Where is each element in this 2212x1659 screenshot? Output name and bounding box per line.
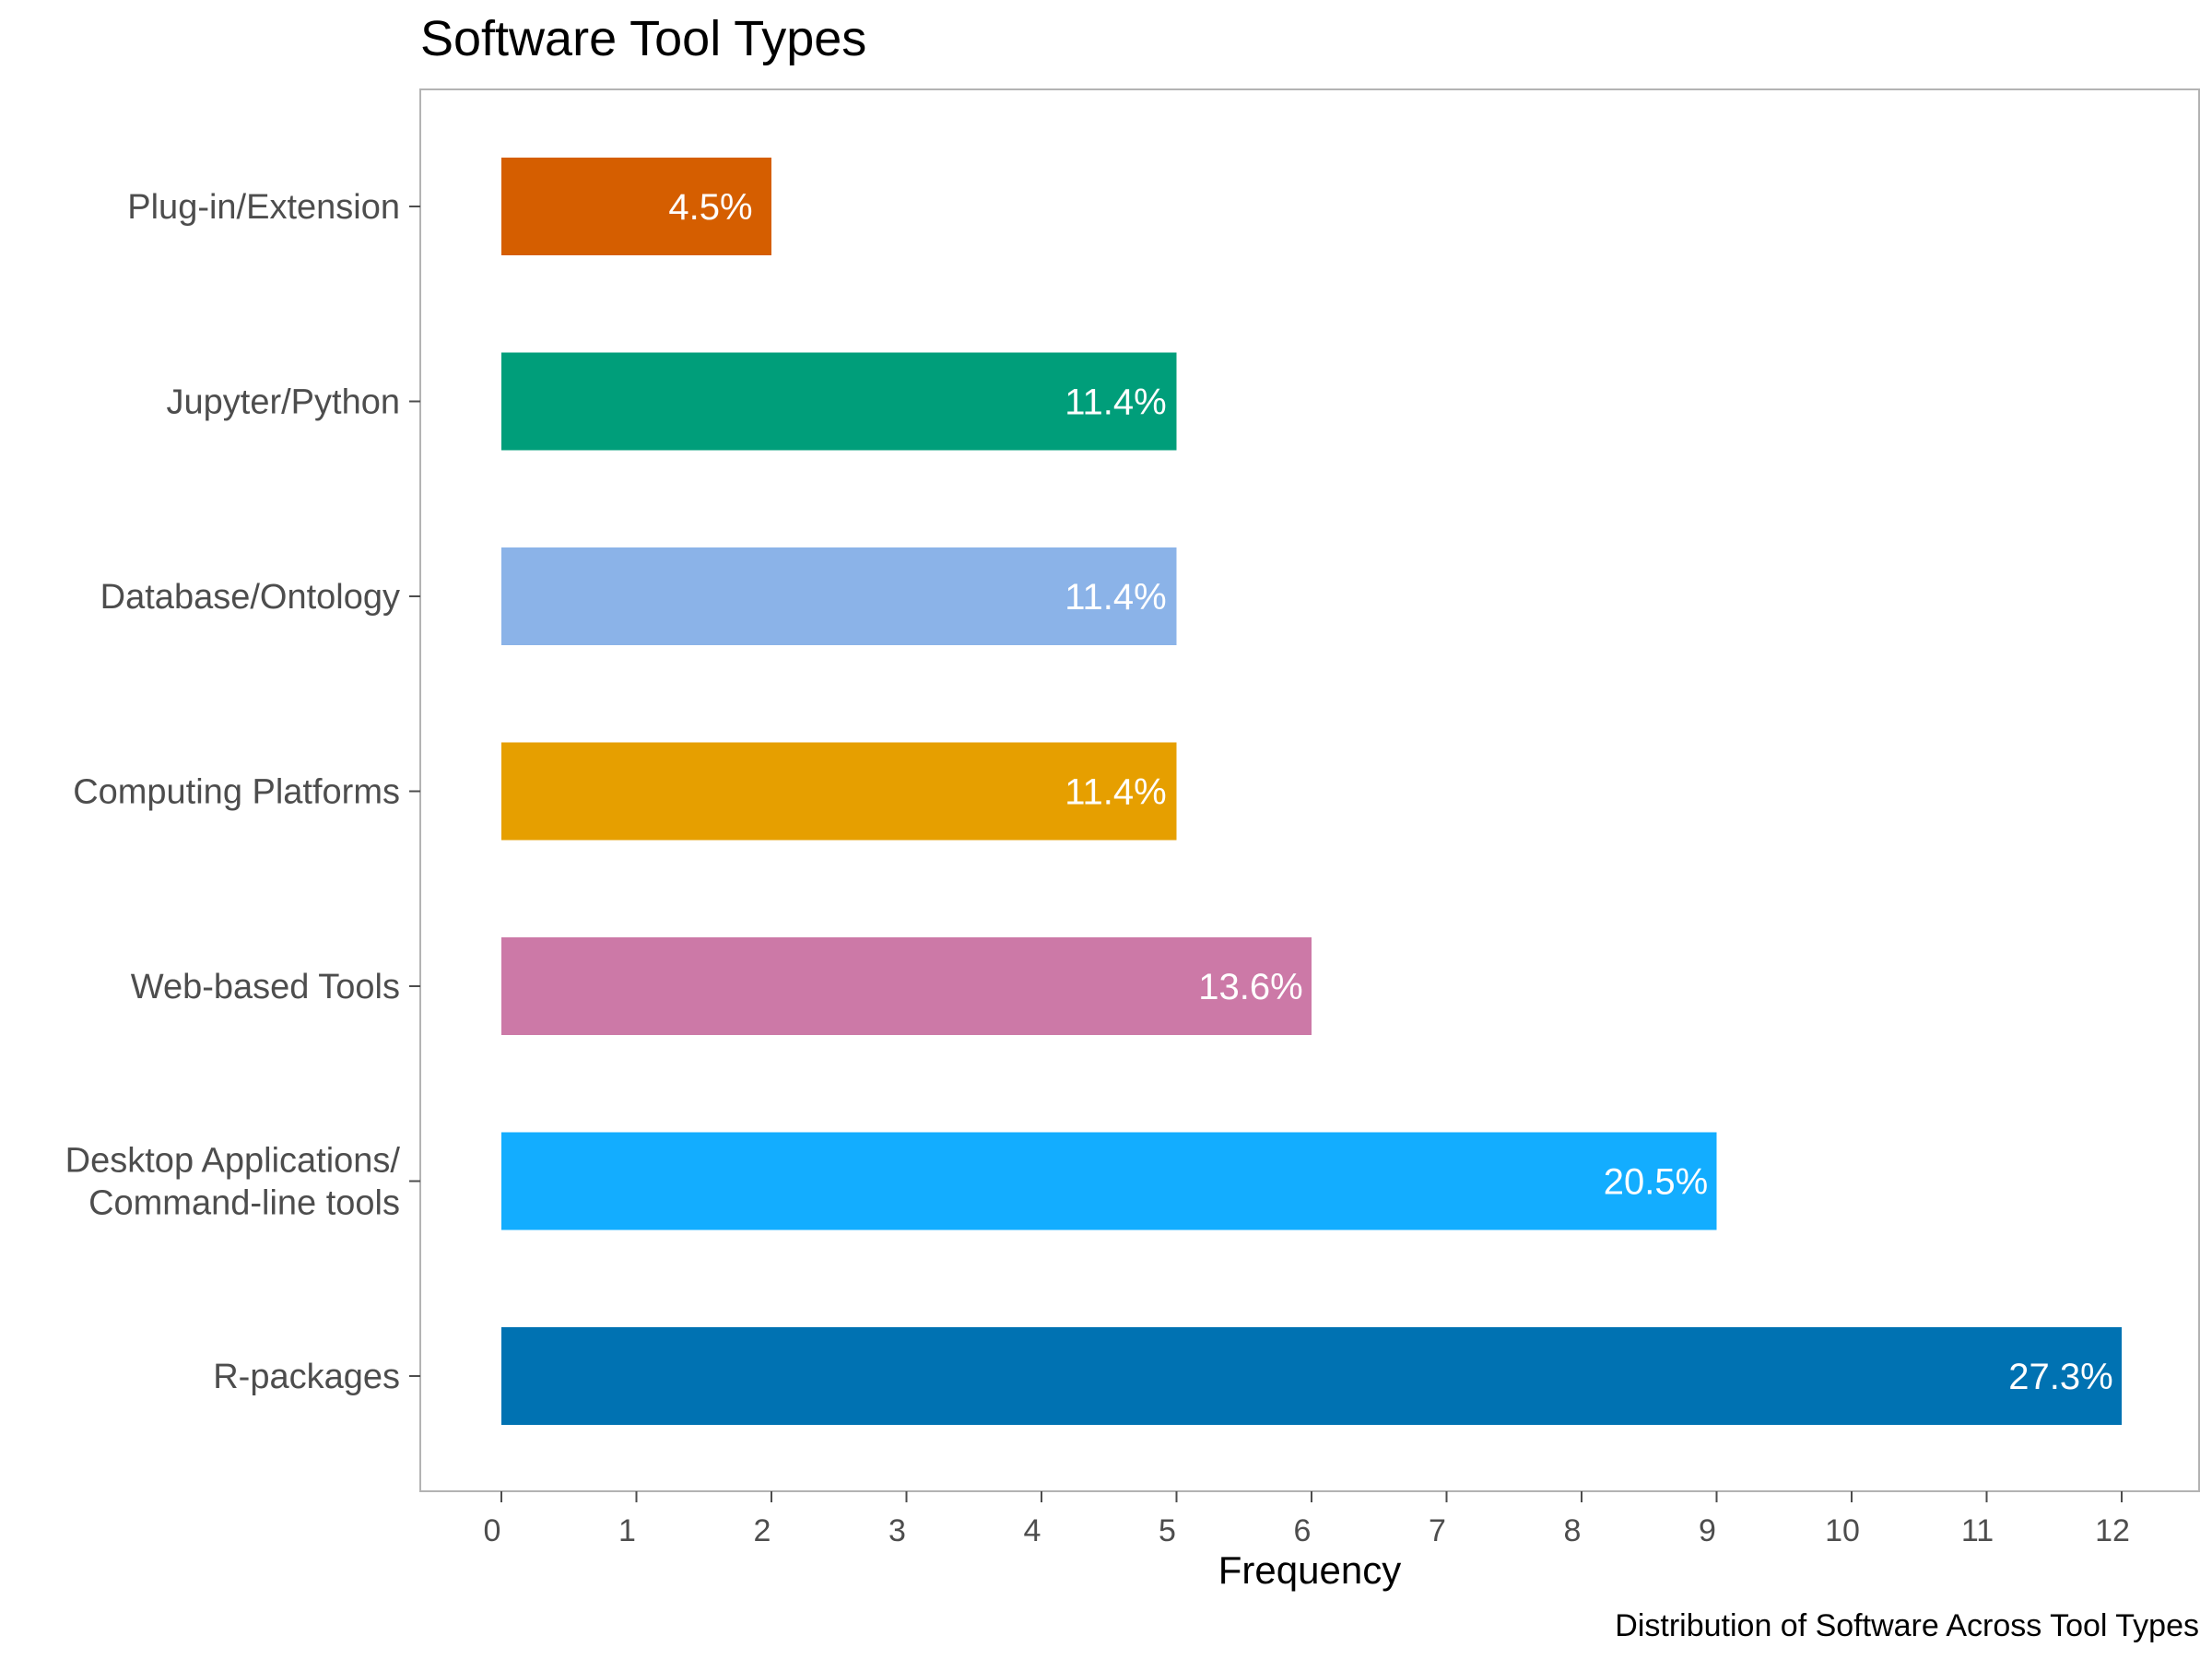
x-tick-label: 3 xyxy=(888,1513,906,1548)
data-label-r-packages: 27.3% xyxy=(2008,1357,2112,1397)
y-tick-label-desktop-applications-command-line-tools: Desktop Applications/Command-line tools xyxy=(65,1142,401,1223)
data-label-desktop-applications-command-line-tools: 20.5% xyxy=(1604,1162,1708,1203)
bars-group: 27.3% 20.5% 13.6% 11.4% 11.4% 11.4% 4.5% xyxy=(501,158,2122,1425)
x-tick-label: 6 xyxy=(1294,1513,1312,1548)
x-tick-label: 9 xyxy=(1699,1513,1716,1548)
bar-r-packages xyxy=(501,1327,2122,1425)
y-tick-label-r-packages: R-packages xyxy=(213,1358,400,1396)
chart-caption: Distribution of Software Across Tool Typ… xyxy=(1615,1608,2199,1643)
x-tick-label: 10 xyxy=(1825,1513,1860,1548)
y-tick-label-web-based-tools: Web-based Tools xyxy=(131,968,400,1006)
y-tick-label-jupyter-python: Jupyter/Python xyxy=(167,383,400,422)
bar-jupyter-python xyxy=(501,352,1177,451)
bar-plug-in-extension xyxy=(501,158,771,255)
x-tick-label: 0 xyxy=(484,1513,501,1548)
data-label-database-ontology: 11.4% xyxy=(1065,577,1166,618)
x-tick-label: 1 xyxy=(618,1513,636,1548)
x-tick-label: 7 xyxy=(1429,1513,1446,1548)
y-tick-label-computing-platforms: Computing Platforms xyxy=(73,773,400,812)
bar-web-based-tools xyxy=(501,937,1312,1035)
x-tick-label: 8 xyxy=(1564,1513,1582,1548)
data-label-web-based-tools: 13.6% xyxy=(1198,967,1302,1007)
x-tick-label: 12 xyxy=(2095,1513,2130,1548)
bar-database-ontology xyxy=(501,547,1177,645)
x-axis: 0 1 2 3 4 5 6 7 8 9 10 11 12 xyxy=(484,1491,2130,1548)
x-tick-label: 5 xyxy=(1159,1513,1176,1548)
x-tick-label: 2 xyxy=(754,1513,771,1548)
bar-computing-platforms xyxy=(501,742,1177,841)
y-axis-labels: R-packages Desktop Applications/Command-l… xyxy=(65,188,420,1396)
bar-desktop-applications-command-line-tools xyxy=(501,1132,1717,1230)
x-axis-title: Frequency xyxy=(1218,1548,1401,1592)
data-label-plug-in-extension: 4.5% xyxy=(668,187,752,228)
data-label-jupyter-python: 11.4% xyxy=(1065,382,1166,423)
x-tick-label: 4 xyxy=(1024,1513,1041,1548)
data-label-computing-platforms: 11.4% xyxy=(1065,772,1166,813)
y-tick-label-database-ontology: Database/Ontology xyxy=(100,578,400,617)
chart-title: Software Tool Types xyxy=(420,11,866,66)
x-tick-label: 11 xyxy=(1961,1513,1994,1548)
y-tick-label-plug-in-extension: Plug-in/Extension xyxy=(127,188,400,227)
